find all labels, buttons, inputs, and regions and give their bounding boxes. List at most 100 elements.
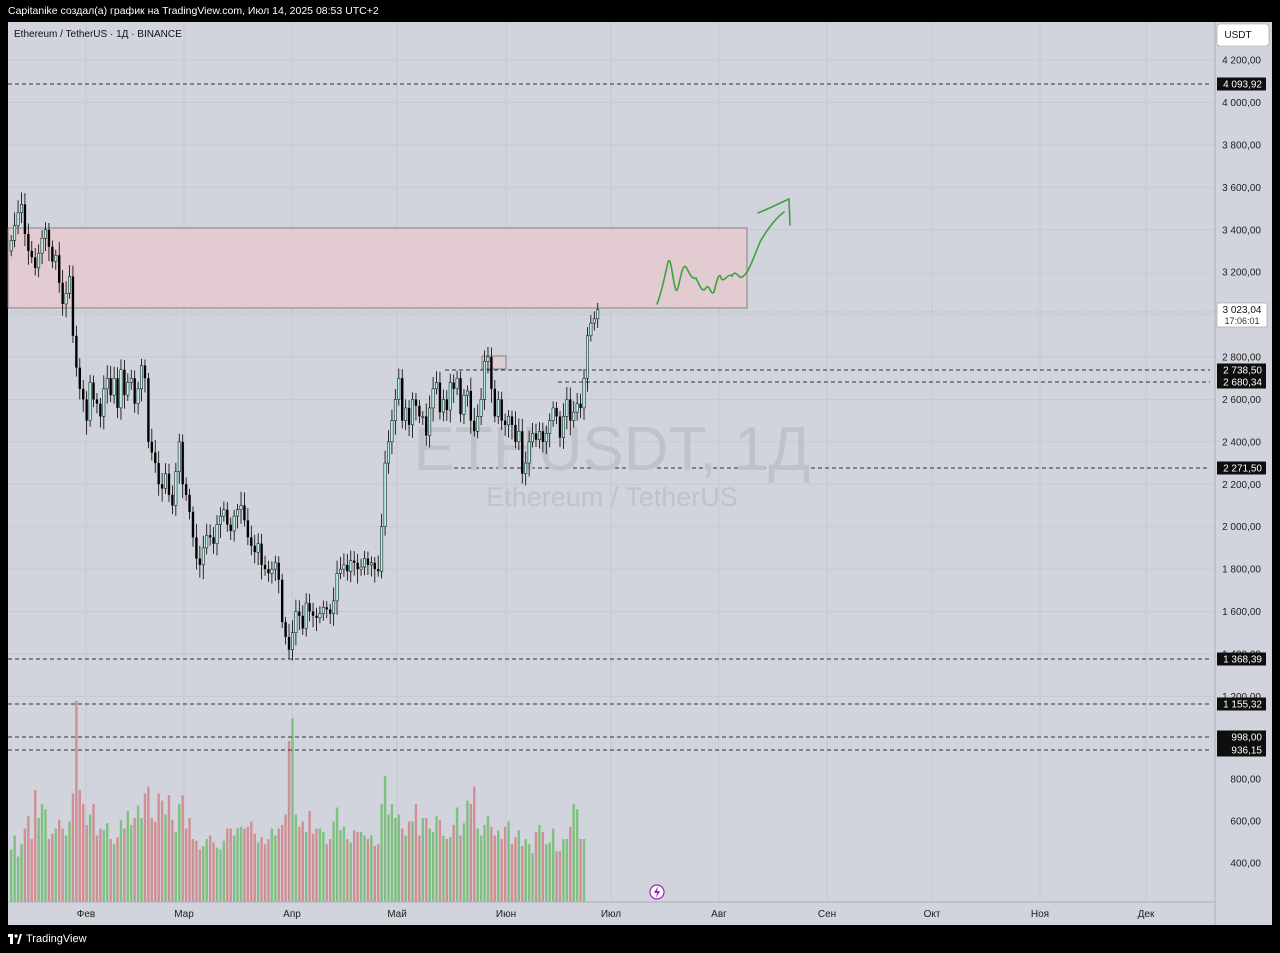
volume-bar: [397, 814, 400, 902]
volume-bar: [445, 839, 449, 902]
volume-bar: [349, 842, 352, 902]
volume-bar: [195, 840, 198, 902]
candle-up: [222, 509, 226, 517]
candle-down: [250, 537, 253, 546]
price-axis[interactable]: 4 200,00 4 000,00 3 800,00 3 600,00 3 400,00…: [1222, 56, 1261, 870]
time-axis[interactable]: Фев Мар Апр Май Июн Июл Авг Сен Окт Ноя Дек: [77, 909, 1155, 920]
volume-bar: [23, 828, 27, 902]
candle-up: [13, 225, 17, 241]
volume-bar: [174, 832, 178, 902]
volume-bar: [322, 832, 325, 902]
volume-bar: [143, 793, 147, 902]
volume-bar: [184, 828, 188, 902]
volume-bar: [130, 825, 133, 902]
candle-down: [191, 511, 195, 538]
candle-up: [428, 407, 432, 436]
volume-bar: [37, 818, 40, 902]
forecast-arrow-head[interactable]: [757, 197, 791, 226]
volume-bar: [335, 807, 339, 902]
candle-down: [407, 407, 411, 425]
volume-bar: [88, 814, 92, 902]
volume-bar: [514, 837, 517, 902]
bar-countdown: 17:06:01: [1224, 316, 1259, 326]
candle-down: [287, 636, 291, 650]
chart-window: ETHUSDT, 1Д Ethereum / TetherUS 4 200,00…: [7, 22, 1272, 925]
candle-down: [147, 378, 150, 442]
level-tag: [1217, 363, 1266, 377]
volume-bar: [13, 835, 16, 902]
candle-up: [363, 558, 366, 568]
candle-down: [184, 484, 188, 495]
resistance-zone[interactable]: [7, 227, 748, 309]
price-tick-label: 3 800,00: [1222, 140, 1261, 151]
candle-up: [383, 462, 387, 527]
price-tick-label: 2 000,00: [1222, 522, 1261, 533]
level-tag: [1217, 461, 1266, 475]
volume-bar: [370, 835, 373, 902]
level-tag: [1217, 375, 1266, 389]
volume-bar: [479, 835, 483, 902]
candle-down: [373, 562, 376, 570]
price-tick-label: 3 400,00: [1222, 225, 1261, 236]
volume-bar: [123, 828, 126, 902]
candle-down: [308, 603, 311, 612]
volume-bar: [64, 835, 68, 902]
currency-button[interactable]: USDT: [1216, 23, 1270, 47]
candle-up: [294, 611, 298, 633]
price-tick-label: 3 200,00: [1222, 268, 1261, 279]
grid: [8, 22, 1215, 902]
candle-up: [421, 416, 425, 418]
volume-bar: [531, 853, 534, 902]
candle-down: [92, 382, 95, 400]
volume-bar: [473, 786, 476, 902]
candle-up: [483, 361, 486, 400]
volume-bar: [452, 825, 455, 902]
volume-bar: [54, 828, 57, 902]
candle-up: [9, 240, 13, 252]
candle-down: [208, 535, 212, 538]
candle-up: [37, 252, 41, 269]
candle-up: [585, 335, 589, 379]
candle-up: [20, 204, 23, 214]
level-price-labels: 4 093,92 2 738,502 680,34 2 271,50 1 368,39…: [1217, 77, 1266, 757]
candle-down: [473, 420, 476, 432]
candle-up: [126, 382, 130, 396]
candle-down: [534, 433, 538, 440]
candle-up: [332, 600, 336, 614]
footer: TradingView: [0, 925, 1280, 953]
volume-bar: [178, 804, 181, 902]
volume-bar: [270, 828, 274, 902]
volume-bar: [219, 849, 222, 902]
candle-down: [377, 569, 380, 572]
tradingview-logo[interactable]: TradingView: [8, 933, 87, 945]
volume-bar: [363, 835, 366, 902]
level-tag-label: 998,00: [1231, 733, 1262, 744]
volume-bar: [558, 851, 562, 902]
volume-bar: [469, 804, 473, 902]
candle-down: [171, 494, 174, 506]
lightning-icon[interactable]: [649, 884, 665, 900]
candle-up: [339, 568, 342, 574]
candle-down: [243, 505, 246, 521]
volume-bar: [545, 844, 548, 902]
candle-up: [575, 403, 579, 413]
price-tick-label: 400,00: [1230, 859, 1261, 870]
candle-down: [133, 378, 136, 404]
candle-up: [16, 212, 20, 226]
volume-bar: [157, 793, 160, 902]
symbol-title[interactable]: Ethereum / TetherUS · 1Д · BINANCE: [14, 29, 182, 40]
candle-down: [30, 250, 33, 258]
candle-down: [78, 367, 81, 389]
level-tag: [1217, 743, 1266, 757]
volume-bar: [10, 849, 13, 902]
volume-bar: [27, 816, 30, 902]
price-tick-label: 1 600,00: [1222, 607, 1261, 618]
candle-up: [596, 309, 600, 320]
volume-bar: [401, 828, 404, 902]
volume-bar: [411, 821, 414, 902]
volume-bar: [116, 837, 119, 902]
candle-down: [229, 524, 232, 531]
forecast-drawing[interactable]: [656, 211, 785, 305]
candle-up: [397, 377, 401, 400]
volume-bar: [58, 819, 61, 902]
